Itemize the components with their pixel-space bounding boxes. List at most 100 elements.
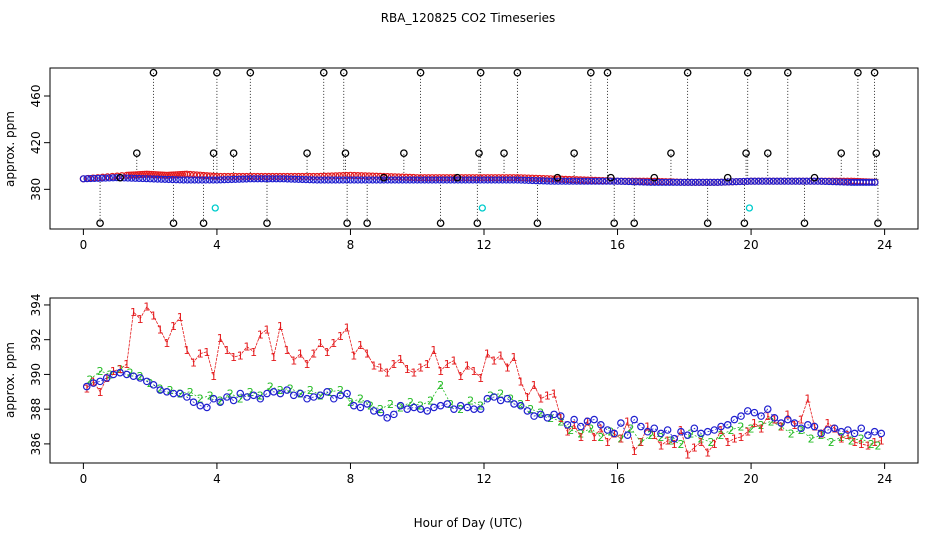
top-outlier-point — [854, 68, 862, 77]
bottom-series-1-point: 1 — [858, 438, 865, 451]
bottom-series-3-point — [463, 403, 472, 412]
top-series-3-point — [717, 178, 726, 186]
top-series-3-point — [754, 177, 763, 185]
bottom-series-3-point — [143, 377, 151, 386]
bottom-series-2-point: 2 — [217, 394, 224, 407]
top-series-1-point — [339, 171, 347, 180]
top-x-tick-label: 8 — [347, 238, 355, 252]
bottom-series-1-point: 1 — [477, 372, 484, 385]
bottom-series-1-point: 1 — [337, 330, 344, 343]
bottom-series-1-point: 1 — [791, 419, 798, 432]
bottom-series-1-point: 1 — [230, 351, 237, 364]
top-series-3-point — [339, 176, 347, 184]
top-series-3-point — [439, 176, 447, 184]
bottom-series-1-point: 1 — [90, 375, 97, 388]
bottom-series-1-point: 1 — [163, 337, 170, 350]
bottom-y-tick-label: 386 — [29, 432, 43, 455]
top-series-3-point — [142, 175, 151, 183]
bottom-series-1-point: 1 — [611, 427, 618, 440]
top-series-1-point — [443, 174, 451, 182]
top-series-3-point — [695, 178, 703, 186]
top-series-3-point — [391, 176, 399, 184]
bottom-series-3-point — [870, 427, 879, 436]
top-series-3-point — [532, 177, 540, 185]
bottom-x-tick-label: 4 — [213, 472, 221, 486]
top-outlier-point — [837, 149, 846, 158]
top-series-3-point — [580, 177, 588, 185]
top-series-3-point — [728, 178, 737, 186]
top-series-3-point — [710, 178, 718, 186]
top-series-3-point — [298, 175, 306, 184]
bottom-series-3-point — [516, 401, 525, 410]
x-axis-label: Hour of Day (UTC) — [414, 516, 523, 530]
bottom-series-1-point: 1 — [751, 417, 758, 430]
bottom-series-3-point — [249, 391, 258, 400]
bottom-y-tick-label: 388 — [29, 398, 43, 421]
bottom-series-3-point — [403, 405, 412, 413]
bottom-series-2-point: 2 — [647, 429, 654, 442]
bottom-series-1-point: 1 — [564, 426, 571, 439]
bottom-series-2-point: 2 — [497, 388, 504, 401]
bottom-series-2-point: 2 — [617, 433, 624, 446]
bottom-series-1-point: 1 — [424, 358, 431, 371]
top-series-1-point — [320, 172, 329, 180]
top-outlier-point — [263, 219, 271, 228]
top-series-3-point — [465, 176, 473, 184]
top-outlier-point — [96, 219, 104, 228]
top-series-1-point — [357, 172, 366, 180]
top-series-3-point — [469, 176, 477, 184]
bottom-series-1-point: 1 — [804, 393, 811, 406]
bottom-series-1-point: 1 — [864, 440, 871, 453]
top-outlier-point — [586, 68, 595, 77]
bottom-series-1-point: 1 — [270, 351, 277, 364]
bottom-series-3-point — [383, 414, 391, 422]
top-series-3-point — [625, 177, 633, 186]
bottom-series-1-point: 1 — [798, 414, 805, 427]
top-series-3-point — [291, 175, 299, 183]
top-series-3-point — [257, 175, 266, 183]
top-series-3-point — [202, 176, 210, 184]
bottom-series-2-point: 2 — [467, 394, 474, 407]
bottom-series-3-point — [864, 431, 872, 440]
top-series-3-point — [417, 176, 425, 184]
top-outlier-point — [610, 219, 619, 228]
bottom-series-3-point — [510, 400, 518, 408]
top-series-3-point — [239, 175, 247, 183]
bottom-series-3-point — [183, 393, 191, 401]
top-series-3-point — [747, 177, 755, 185]
top-series-3-point — [268, 175, 277, 183]
bottom-series-2-point: 2 — [267, 381, 274, 394]
bottom-series-1-point: 1 — [624, 415, 631, 428]
bottom-series-1-point: 1 — [778, 421, 785, 434]
top-series-3-point — [172, 176, 180, 184]
bottom-series-2-line — [89, 368, 879, 447]
top-outlier-point — [667, 149, 675, 158]
top-series-1-point — [439, 174, 447, 182]
bottom-series-2-point: 2 — [698, 433, 705, 446]
top-series-1-point — [268, 172, 277, 181]
top-outlier-point — [453, 173, 462, 182]
bottom-series-3-point — [583, 417, 592, 426]
top-series-1-point — [369, 172, 377, 180]
top-series-3-point — [209, 176, 217, 184]
bottom-series-3-point — [303, 394, 311, 403]
top-series-3-point — [688, 178, 696, 186]
bottom-series-2-point: 2 — [247, 386, 254, 399]
top-series-3-point — [135, 174, 143, 183]
bottom-series-2-point: 2 — [788, 427, 795, 440]
top-series-1-point — [372, 172, 381, 180]
bottom-series-1-point: 1 — [718, 424, 725, 437]
top-series-3-point — [832, 178, 840, 186]
top-series-3-point — [139, 174, 147, 183]
bottom-series-2-point: 2 — [337, 384, 344, 397]
top-series-3-point — [536, 177, 544, 185]
bottom-series-3-point — [757, 412, 765, 420]
bottom-series-1-point: 1 — [130, 306, 137, 319]
bottom-series-3-point — [129, 372, 138, 380]
top-x-tick-label: 20 — [743, 238, 758, 252]
bottom-series-1-point: 1 — [243, 341, 250, 354]
top-outlier-point — [303, 149, 311, 158]
bottom-series-3-point — [804, 420, 812, 429]
top-series-3-point — [332, 176, 340, 184]
top-series-3-point — [606, 177, 614, 185]
